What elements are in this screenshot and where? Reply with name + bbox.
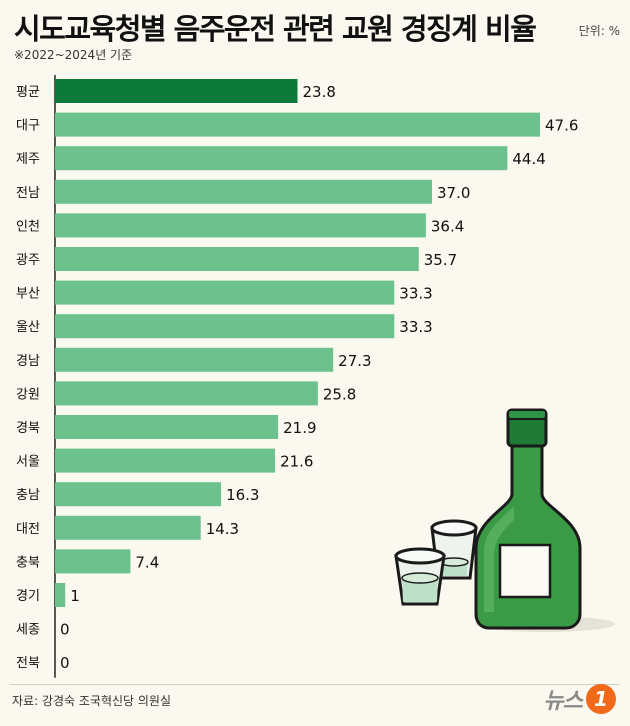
value-label: 7.4 [135,553,159,571]
value-label: 0 [60,621,70,639]
value-label: 14.3 [206,520,239,538]
shot-glass-back-icon [430,519,478,580]
value-label: 23.8 [303,83,336,101]
category-label: 대전 [16,522,40,537]
value-label: 37.0 [437,184,470,202]
bar-강원 [55,381,318,406]
value-label: 47.6 [545,117,578,135]
category-label: 경북 [16,421,40,436]
bar-울산 [55,314,395,339]
bar-경기 [55,583,66,607]
value-label: 21.9 [283,419,316,437]
value-label: 16.3 [226,486,259,504]
category-label: 세종 [16,623,40,638]
category-label: 광주 [16,253,40,268]
bar-제주 [55,146,508,171]
value-label: 36.4 [431,217,464,235]
bar-서울 [55,448,276,473]
bar-대구 [55,112,540,137]
value-label: 25.8 [323,385,356,403]
source-note: 자료: 강경숙 조국혁신당 의원실 [12,694,172,708]
category-label: 전남 [16,186,40,201]
category-label: 충남 [16,488,40,503]
bar-대전 [55,515,201,540]
category-label: 울산 [16,320,40,335]
value-label: 35.7 [424,251,457,269]
bar-전남 [55,179,432,204]
category-label: 전북 [16,656,40,671]
bar-경남 [55,347,334,372]
category-label: 대구 [16,119,40,134]
value-label: 27.3 [338,352,371,370]
soju-bottle-and-shot-glasses-icon [394,408,615,632]
category-label: 부산 [16,287,40,302]
unit-label: 단위: % [578,24,620,38]
value-label: 21.6 [280,453,313,471]
bar-평균 [55,79,298,103]
news1-logo: 뉴스 1 [544,683,616,715]
category-label: 인천 [16,219,40,234]
bar-경북 [55,415,279,439]
value-label: 44.4 [512,150,545,168]
bar-인천 [55,213,426,238]
category-label: 서울 [16,455,40,470]
category-label: 제주 [16,152,40,167]
footer-divider [10,684,620,685]
logo-text: 뉴스 [543,689,583,714]
bar-충북 [55,549,131,574]
chart-title: 시도교육청별 음주운전 관련 교원 경징계 비율 [14,12,537,46]
category-label: 경남 [16,354,40,369]
value-label: 33.3 [399,285,432,303]
value-label: 1 [70,587,80,605]
category-label: 평균 [16,85,40,100]
chart-subtitle: ※2022~2024년 기준 [14,48,133,62]
soju-bottle-icon [474,408,615,632]
value-label: 33.3 [399,318,432,336]
value-label: 0 [60,654,70,672]
bar-부산 [55,280,395,305]
logo-badge-icon: 1 [586,684,616,714]
category-label: 충북 [16,555,40,570]
bar-충남 [55,482,222,507]
shot-glass-front-icon [394,547,446,606]
category-label: 경기 [16,589,40,604]
category-label: 강원 [16,387,40,402]
bars-layer: 평균 23.8 대구 47.6 제주 44.4 전남 37.0 인천 36.4 광주 35.7 부산 33… [16,75,578,678]
bar-광주 [55,247,419,271]
